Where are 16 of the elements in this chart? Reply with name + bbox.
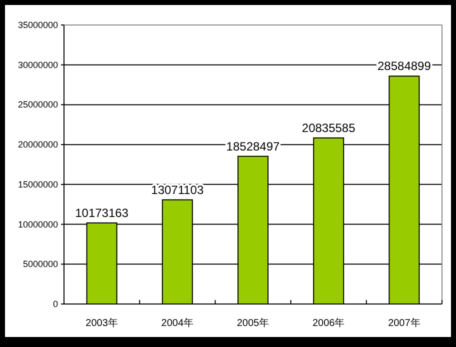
x-tick-label: 2004年 [161, 317, 194, 329]
y-tick-label: 35000000 [18, 20, 58, 30]
y-tick-label: 0 [52, 299, 58, 309]
y-tick-label: 5000000 [22, 259, 58, 270]
data-label: 10173163 [75, 206, 129, 220]
data-label: 20835585 [302, 120, 356, 135]
data-label: 13071103 [151, 182, 204, 197]
y-tick-label: 15000000 [18, 179, 58, 190]
y-tick-label: 25000000 [18, 100, 58, 110]
x-tick-label: 2005年 [236, 317, 270, 329]
x-tick-label: 2003年 [86, 317, 118, 329]
y-tick-label: 20000000 [18, 140, 58, 150]
x-tick-label: 2007年 [388, 317, 420, 329]
x-tick-label: 2006年 [312, 317, 345, 329]
y-tick-label: 10000000 [18, 219, 58, 230]
y-tick-label: 30000000 [18, 60, 58, 70]
